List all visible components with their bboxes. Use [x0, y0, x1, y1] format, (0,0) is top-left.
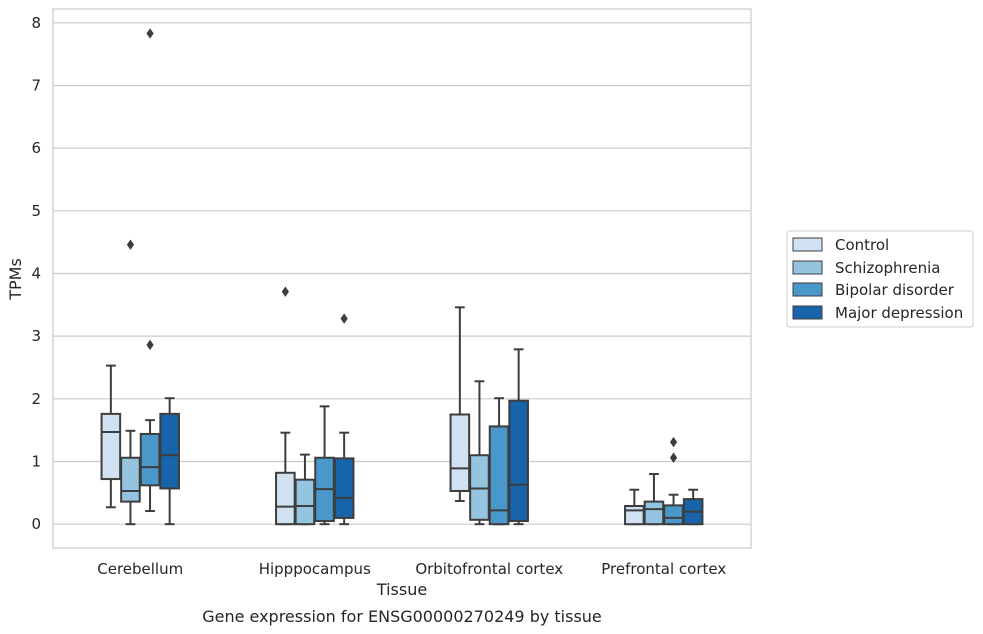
x-tick-label: Orbitofrontal cortex: [415, 560, 563, 578]
y-tick-label: 0: [31, 515, 41, 533]
y-tick-label: 8: [31, 14, 41, 32]
y-tick-label: 7: [31, 76, 41, 94]
box-iqr: [333, 457, 355, 519]
outlier-point: [669, 436, 678, 448]
legend: Control Schizophrenia Bipolar disorder M…: [786, 230, 974, 328]
box-iqr: [643, 500, 665, 526]
box-iqr: [624, 505, 645, 526]
box-schizophrenia-0: [120, 239, 141, 526]
x-tick-label: Hipppocampus: [259, 560, 371, 578]
box-series: [100, 28, 704, 526]
box-major-depression-1: [333, 313, 355, 526]
y-tick-label: 2: [31, 390, 41, 408]
y-tick-label: 6: [31, 139, 41, 157]
x-tick-label: Prefrontal cortex: [601, 560, 726, 578]
y-tick-label: 3: [31, 327, 41, 345]
box-iqr: [508, 399, 529, 523]
box-major-depression-2: [508, 348, 529, 526]
outlier-point: [669, 452, 678, 463]
legend-label-major-depression: Major depression: [835, 304, 963, 322]
box-iqr: [139, 432, 161, 487]
x-axis-label: Tissue: [376, 580, 427, 599]
box-schizophrenia-1: [294, 453, 316, 526]
x-tick-label: Cerebellum: [97, 560, 183, 578]
box-major-depression-3: [682, 488, 704, 526]
outlier-point: [146, 339, 154, 351]
legend-label-control: Control: [835, 236, 889, 254]
box-bipolar-disorder-1: [314, 405, 335, 526]
outlier-point: [340, 313, 348, 324]
legend-swatch-bipolar: [792, 282, 823, 297]
legend-swatch-control: [792, 237, 823, 252]
legend-frame: [786, 230, 974, 328]
box-schizophrenia-3: [643, 473, 665, 526]
box-iqr: [159, 412, 180, 490]
box-iqr: [100, 412, 122, 481]
box-iqr: [294, 478, 316, 526]
box-iqr: [663, 504, 684, 526]
box-bipolar-disorder-0: [139, 28, 161, 513]
box-bipolar-disorder-2: [488, 397, 510, 526]
outlier-point: [126, 239, 135, 250]
box-control-1: [275, 286, 296, 526]
x-tick-labels: Cerebellum Hipppocampus Orbitofrontal cort…: [97, 560, 726, 578]
box-iqr: [120, 456, 141, 503]
y-tick-label: 5: [31, 202, 41, 220]
box-major-depression-0: [159, 397, 180, 526]
box-iqr: [275, 471, 296, 526]
box-control-3: [624, 488, 645, 526]
box-schizophrenia-2: [469, 380, 490, 526]
box-iqr: [449, 413, 471, 492]
outlier-point: [281, 286, 289, 297]
y-tick-label: 1: [31, 453, 41, 471]
legend-swatch-schizophrenia: [792, 260, 823, 275]
y-axis-label: TPMs: [6, 258, 25, 301]
box-bipolar-disorder-3: [663, 436, 684, 526]
outlier-point: [146, 28, 154, 39]
box-iqr: [488, 425, 510, 526]
legend-label-bipolar: Bipolar disorder: [835, 281, 955, 299]
box-control-2: [449, 306, 471, 502]
legend-label-schizophrenia: Schizophrenia: [835, 259, 940, 277]
y-tick-label: 4: [31, 264, 41, 282]
box-control-0: [100, 364, 122, 509]
legend-swatch-major-depression: [792, 305, 823, 320]
y-tick-labels: 0 1 2 3 4 5 6 7 8: [31, 14, 41, 533]
chart-caption: Gene expression for ENSG00000270249 by t…: [202, 607, 602, 626]
plot-frame: [52, 8, 752, 549]
